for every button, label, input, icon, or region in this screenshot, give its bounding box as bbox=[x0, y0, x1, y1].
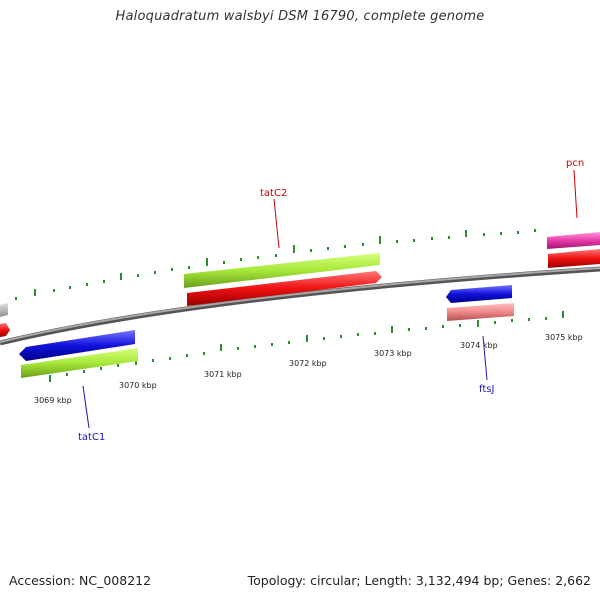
scale-label-3073: 3073 kbp bbox=[374, 349, 412, 358]
scale-label-3070: 3070 kbp bbox=[119, 381, 157, 390]
gene-green-tatC2 bbox=[184, 253, 380, 288]
genome-backbone bbox=[0, 266, 600, 346]
leader-pcn bbox=[573, 169, 578, 219]
leader-tatC1 bbox=[82, 385, 90, 429]
inner-tick-track bbox=[49, 311, 564, 382]
gene-label-tatC2[interactable]: tatC2 bbox=[260, 188, 287, 199]
gene-pcn-red bbox=[548, 249, 600, 268]
scale-label-3069: 3069 kbp bbox=[34, 396, 72, 405]
gene-tatC2-arrow bbox=[187, 271, 382, 306]
scale-label-3072: 3072 kbp bbox=[289, 359, 327, 368]
scale-label-3071: 3071 kbp bbox=[204, 370, 242, 379]
gene-partial-gray bbox=[0, 303, 8, 317]
gene-partial-red-left bbox=[0, 323, 10, 337]
leader-ftsJ bbox=[482, 335, 488, 381]
gene-label-pcn[interactable]: pcn bbox=[566, 158, 584, 169]
accession-text: Accession: NC_008212 bbox=[9, 573, 152, 588]
scale-label-3075: 3075 kbp bbox=[545, 333, 583, 342]
gene-label-ftsJ[interactable]: ftsJ bbox=[479, 384, 494, 395]
gene-label-tatC1[interactable]: tatC1 bbox=[78, 432, 105, 443]
gene-salmon-ftsJ bbox=[447, 303, 514, 321]
gene-green-tatC1 bbox=[21, 348, 138, 378]
genome-summary-text: Topology: circular; Length: 3,132,494 bp… bbox=[247, 573, 591, 588]
scale-label-3074: 3074 kbp bbox=[460, 341, 498, 350]
genome-backbone-highlight bbox=[0, 267, 600, 343]
map-title: Haloquadratum walsbyi DSM 16790, complet… bbox=[115, 9, 485, 24]
gene-tatC1-arrow bbox=[19, 330, 135, 361]
leader-tatC2 bbox=[273, 198, 280, 249]
gene-pcn-pink bbox=[547, 232, 600, 249]
outer-tick-track bbox=[15, 229, 536, 300]
gene-ftsJ-arrow bbox=[446, 285, 512, 303]
